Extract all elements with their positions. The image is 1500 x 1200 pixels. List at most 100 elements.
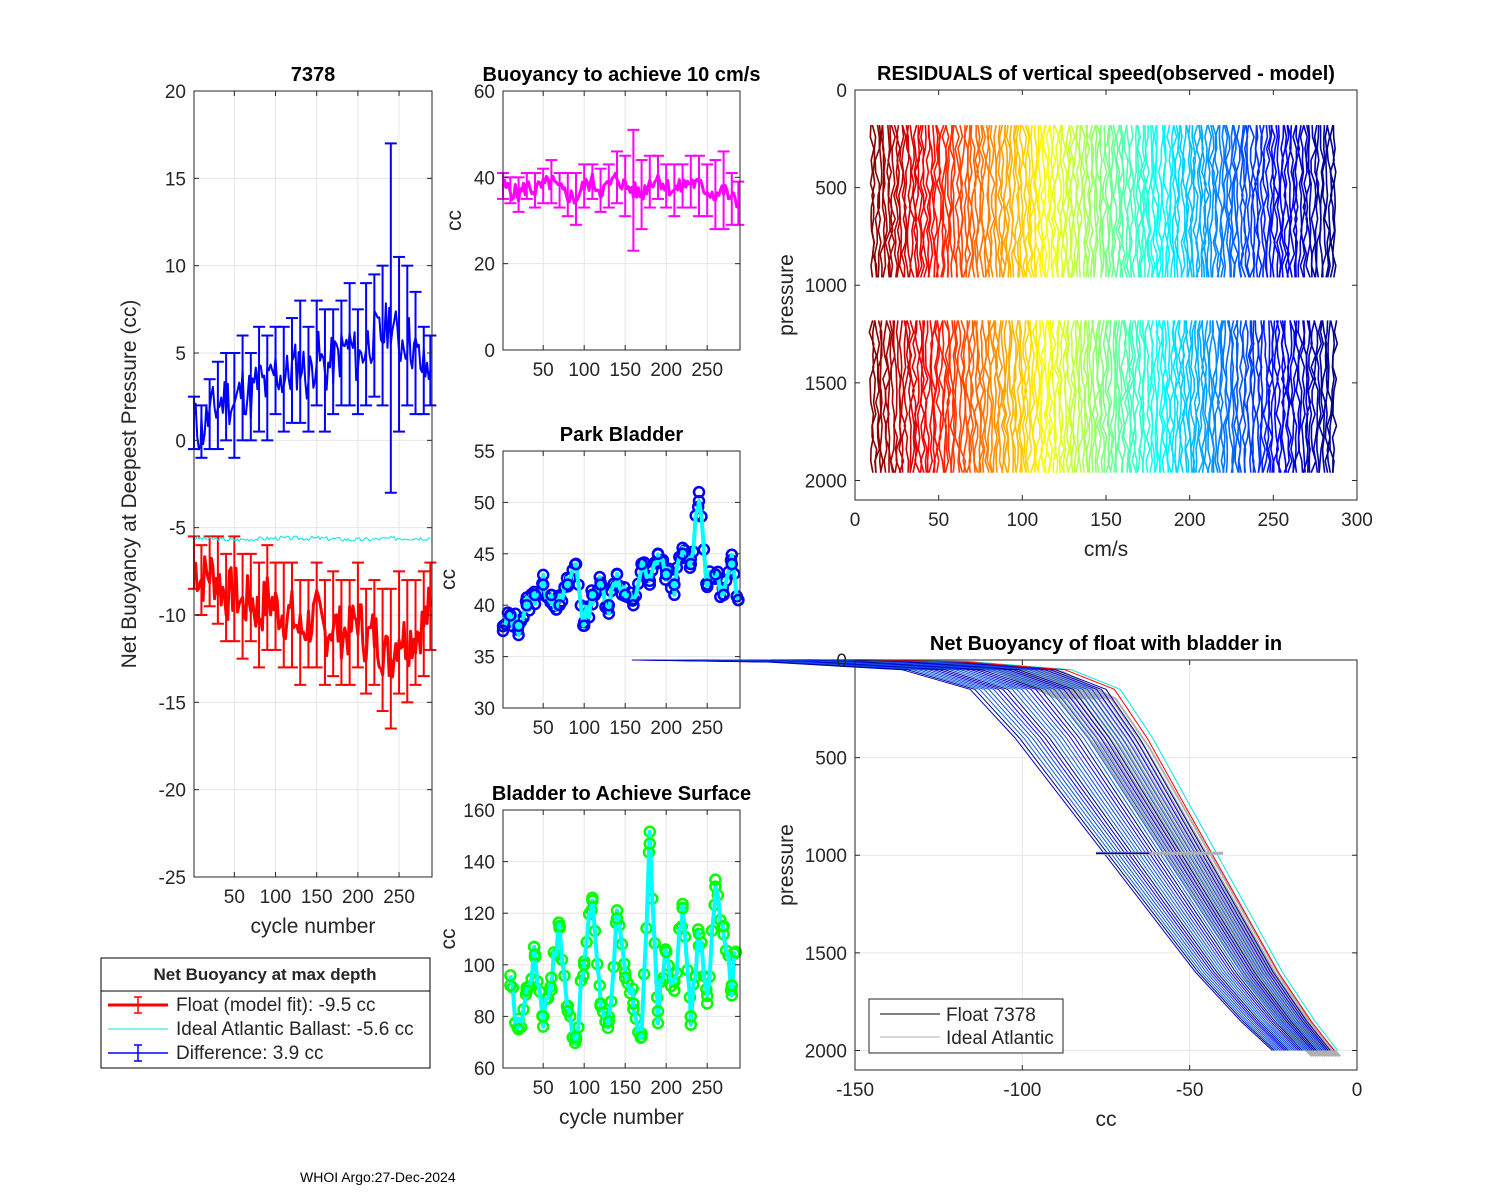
data-point xyxy=(635,1030,648,1044)
residual-profile xyxy=(1176,320,1182,473)
legend-entry-label: Ideal Atlantic Ballast: -5.6 cc xyxy=(176,1019,414,1040)
residual-profile xyxy=(1034,125,1041,278)
residual-profile xyxy=(1232,124,1239,278)
residual-profile xyxy=(1000,320,1007,473)
x-tick-label: 100 xyxy=(1006,510,1038,531)
residual-profile xyxy=(954,124,961,278)
data-point xyxy=(659,945,673,959)
residual-profile xyxy=(1214,124,1220,278)
residual-profile xyxy=(1098,320,1106,473)
residual-profile xyxy=(1152,320,1159,473)
residual-profile xyxy=(954,320,961,473)
residual-profile xyxy=(1149,124,1156,278)
x-tick-label: 250 xyxy=(691,360,723,381)
x-tick-label: 200 xyxy=(1174,510,1206,531)
buoyancy-10-line xyxy=(501,172,740,209)
residual-profile xyxy=(1093,125,1100,278)
x-tick-label: 300 xyxy=(1341,510,1373,531)
x-tick-label: 200 xyxy=(650,1078,682,1099)
y-axis-title: Net Buoyancy at Deepest Pressure (cc) xyxy=(118,300,141,669)
residual-profile xyxy=(1286,320,1293,473)
residual-profile xyxy=(892,320,899,473)
residual-profile xyxy=(1002,320,1009,473)
residual-profile xyxy=(1010,320,1017,473)
data-point xyxy=(676,547,689,561)
data-point xyxy=(709,873,722,886)
residual-profile xyxy=(941,320,948,473)
residual-profile xyxy=(1257,320,1264,473)
y-tick-label: 120 xyxy=(463,904,495,925)
y-tick-label: 1500 xyxy=(805,944,847,965)
data-point xyxy=(545,588,558,602)
axes-box xyxy=(193,90,433,878)
x-tick-label: 150 xyxy=(1090,510,1122,531)
y-tick-label: 2000 xyxy=(805,471,847,492)
residual-profile xyxy=(1173,320,1180,473)
residual-profile xyxy=(1109,320,1116,473)
residual-profile xyxy=(887,320,894,473)
residual-profile xyxy=(1216,320,1223,473)
residual-profile xyxy=(938,320,945,473)
residual-profile xyxy=(1128,320,1135,473)
x-tick-label: 250 xyxy=(383,887,415,908)
residual-profile xyxy=(921,125,929,278)
plot-area xyxy=(194,91,432,877)
residual-profile xyxy=(1171,320,1178,473)
residual-profile xyxy=(1058,320,1066,473)
chart-title: Net Buoyancy of float with bladder in xyxy=(930,633,1282,655)
residual-profile xyxy=(900,320,908,473)
y-tick-label: 35 xyxy=(474,648,495,669)
ideal-ballast-profile xyxy=(876,659,1339,1051)
y-tick-label: 10 xyxy=(165,257,186,278)
residual-profile xyxy=(1061,125,1068,278)
residual-profile xyxy=(1179,320,1186,473)
residual-profile xyxy=(1114,320,1121,473)
residual-profile xyxy=(913,320,921,474)
data-line xyxy=(508,829,738,1045)
residual-profile xyxy=(1243,320,1250,473)
data-line xyxy=(501,499,741,637)
residual-profile xyxy=(1307,125,1313,278)
y-tick-label: -5 xyxy=(169,519,186,540)
net-buoyancy-legend: Net Buoyancy at max depth Float (model f… xyxy=(100,957,431,1069)
residual-profile xyxy=(1085,125,1091,278)
residual-profile xyxy=(1313,124,1320,278)
legend-label: Ideal Atlantic xyxy=(946,1028,1054,1049)
residual-profile xyxy=(1045,124,1051,278)
residual-profile xyxy=(1232,320,1240,473)
residual-profile xyxy=(946,125,953,278)
residual-profile xyxy=(1319,125,1325,278)
residual-profile xyxy=(893,124,899,278)
data-point xyxy=(627,997,640,1010)
residual-profile xyxy=(1219,320,1225,473)
y-axis-title: pressure xyxy=(775,824,798,906)
residual-profile xyxy=(1104,125,1111,278)
residual-profile xyxy=(1184,320,1191,473)
residual-profile xyxy=(956,124,964,278)
residual-profile xyxy=(1190,125,1197,278)
y-tick-label: 1500 xyxy=(805,374,847,395)
residual-profile xyxy=(1259,124,1266,278)
residual-profile xyxy=(1278,125,1285,278)
residual-profile xyxy=(970,320,977,473)
data-point xyxy=(594,578,607,591)
residual-profile xyxy=(1224,124,1232,278)
residual-profile xyxy=(1090,124,1098,278)
residual-profile xyxy=(1270,320,1276,473)
residual-profile xyxy=(1013,320,1020,473)
residual-profile xyxy=(1080,320,1087,473)
residual-profile xyxy=(1291,320,1298,473)
residual-profile xyxy=(1224,320,1232,473)
x-tick-label: 100 xyxy=(568,360,600,381)
residual-profile xyxy=(1123,124,1130,278)
x-tick-label: 200 xyxy=(650,718,682,739)
residual-profile xyxy=(1251,320,1257,473)
data-point xyxy=(668,578,681,591)
x-tick-label: 150 xyxy=(301,887,333,908)
residual-profile xyxy=(1021,320,1028,473)
residual-profile xyxy=(1197,320,1205,473)
data-point xyxy=(692,485,706,499)
residual-profile xyxy=(989,125,996,278)
x-tick-label: 150 xyxy=(609,1078,641,1099)
residual-profile xyxy=(1201,320,1207,473)
